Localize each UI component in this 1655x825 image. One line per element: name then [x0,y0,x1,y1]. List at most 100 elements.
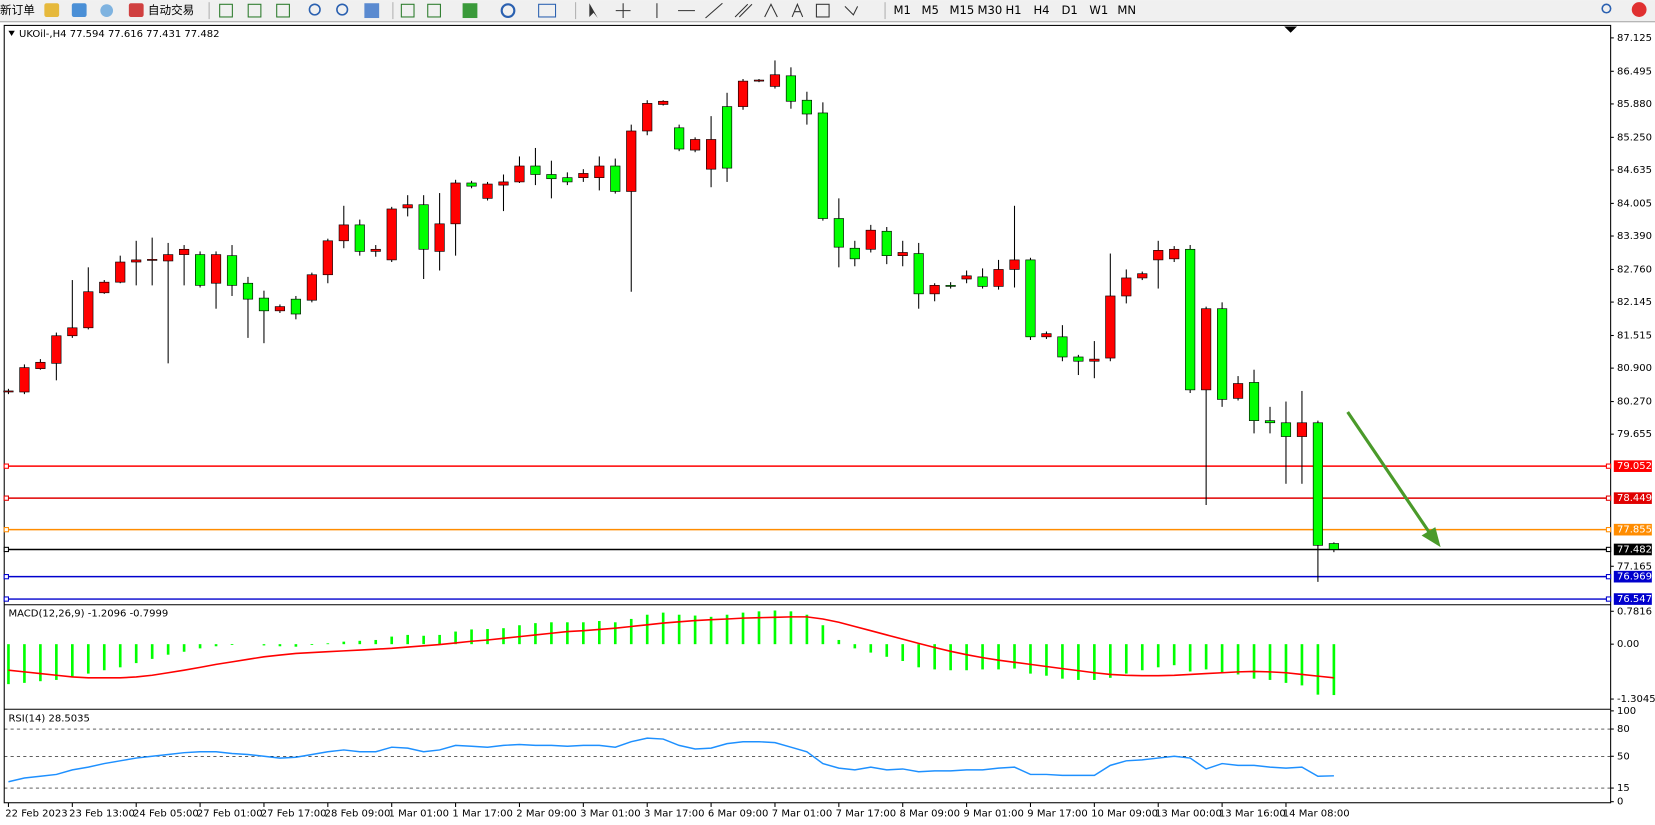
candle-body [993,269,1004,287]
search[interactable] [1601,3,1612,14]
level-handle[interactable] [3,463,9,469]
level-handle[interactable] [3,546,9,553]
timeframe-button[interactable]: M15 [949,3,974,17]
icon[interactable] [247,3,262,18]
y-tick-label: 84.005 [1617,198,1652,209]
icon[interactable] [100,4,114,17]
candle-body [658,100,669,105]
icon[interactable] [427,3,441,18]
candle-body [226,255,238,286]
level-label-bg [1613,543,1652,556]
candle-body [865,229,876,250]
fib-tool[interactable] [764,3,778,18]
y-tick-label: 81.515 [1617,330,1652,341]
icon[interactable] [500,3,516,19]
icon[interactable] [364,3,380,19]
trend-tool[interactable] [705,2,723,19]
icon[interactable] [538,3,557,18]
chart-frame [3,24,1612,804]
x-tick-label: 7 Mar 01:00 [772,808,833,819]
level-label: 78.449 [1617,493,1652,504]
icon[interactable] [219,3,233,18]
y-tick-label: 87.125 [1617,33,1652,44]
channel-tool[interactable] [734,3,753,18]
chart-shift-marker[interactable] [1284,26,1297,33]
candle-body [466,182,477,187]
y-tick-label: 79.655 [1617,429,1652,440]
icon[interactable] [71,3,87,17]
level-handle[interactable] [3,596,9,602]
candle-body [721,106,733,169]
zoom-out[interactable] [336,3,349,16]
text-tool[interactable] [791,2,804,18]
notifications[interactable] [1631,2,1647,17]
level-handle[interactable] [1605,463,1612,469]
candle-body [913,253,924,295]
candle-body [195,254,206,286]
timeframe-button[interactable]: D1 [1061,3,1077,17]
level-handle[interactable] [1605,527,1612,533]
ohlc-value: 77.431 [146,29,181,40]
timeframe-button[interactable]: M5 [921,3,938,17]
candle-body [753,79,765,82]
x-tick-label: 23 Feb 13:00 [69,808,135,819]
candle-body [1089,358,1100,362]
candle-body [354,224,365,252]
candle-body [482,183,493,199]
timeframe-button[interactable]: H4 [1033,3,1049,17]
candle-body [115,261,126,283]
new-order-button[interactable]: 新订单 [0,3,35,17]
y-tick-label: 15 [1617,783,1630,794]
level-handle[interactable] [1605,596,1612,602]
level-handle[interactable] [3,574,9,580]
y-tick-label: 50 [1617,751,1630,762]
candle-body [849,247,860,260]
x-tick-label: 7 Mar 17:00 [836,808,897,819]
candle-body [131,259,142,263]
candle-body [242,282,254,300]
candle-body [1280,422,1292,437]
level-handle[interactable] [3,495,9,501]
auto-trade-icon[interactable] [128,3,144,17]
level-label-bg [1613,460,1652,472]
candle-body [83,291,94,329]
crosshair-tool[interactable] [615,3,631,19]
candle-body [1105,295,1116,359]
x-tick-label: 2 Mar 09:00 [516,808,576,819]
icon[interactable] [44,3,60,17]
timeframe-button[interactable]: H1 [1005,3,1021,17]
timeframe-button[interactable]: M1 [894,3,911,17]
candle-body [1185,248,1196,391]
candle-body [1153,250,1164,261]
candle-body [817,112,828,219]
candle-body [1296,422,1308,437]
level-handle[interactable] [1605,574,1612,580]
auto-trade-button[interactable]: 自动交易 [148,3,194,17]
level-handle[interactable] [1605,546,1612,553]
candle-body [322,240,333,276]
level-handle[interactable] [1605,495,1612,501]
label-tool[interactable] [815,3,830,18]
shapes-tool[interactable] [844,6,859,16]
symbol-menu[interactable] [8,30,15,36]
timeframe-button[interactable]: W1 [1089,3,1108,17]
icon[interactable] [462,3,478,19]
candle-body [1233,383,1244,399]
timeframe-button[interactable]: M30 [977,3,1002,17]
candle-body [1137,273,1148,279]
icon[interactable] [276,3,290,18]
icon[interactable] [400,3,415,18]
candle-body [769,74,781,87]
candle-body [785,75,797,102]
y-tick-label: 85.880 [1617,99,1652,110]
candle-body [578,173,589,178]
cursor-tool[interactable] [589,3,598,19]
y-tick-label: 0 [1617,797,1623,808]
zoom-in[interactable] [308,3,321,16]
candle-body [306,274,317,301]
timeframe-button[interactable]: MN [1117,3,1136,17]
x-tick-label: 22 Feb 2023 [5,808,67,819]
level-handle[interactable] [3,527,9,533]
timeframes: M1 M5 M15 M30 H1 H4 D1 W1 MN [894,3,1137,17]
candle-body [674,127,685,150]
